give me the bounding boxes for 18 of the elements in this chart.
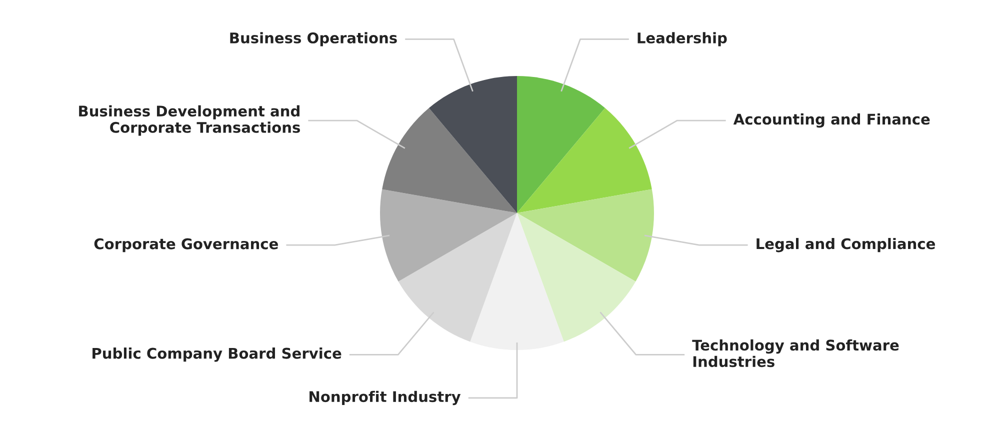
slice-label: Leadership: [638, 32, 727, 46]
slice-label: Legal and Compliance: [756, 238, 935, 252]
pie-slice: [470, 213, 564, 350]
pie-slice: [380, 189, 517, 282]
pie-slice: [517, 189, 654, 282]
pie-slice: [517, 76, 606, 213]
pie-slice: [382, 108, 517, 213]
pie-slice: [428, 76, 517, 213]
pie-slice: [398, 213, 517, 342]
slice-label: Accounting and Finance: [733, 113, 930, 128]
slice-label: Technology and Software Industries: [692, 339, 899, 368]
slice-label: Nonprofit Industry: [310, 390, 461, 406]
pie-slice: [517, 213, 636, 342]
slice-label: Corporate Governance: [94, 238, 278, 252]
slice-label: Business Development and Corporate Transactions: [79, 105, 300, 136]
pie-slice: [517, 108, 652, 213]
slice-label: Business Operations: [230, 32, 397, 46]
slice-label: Public Company Board Service: [92, 348, 342, 362]
